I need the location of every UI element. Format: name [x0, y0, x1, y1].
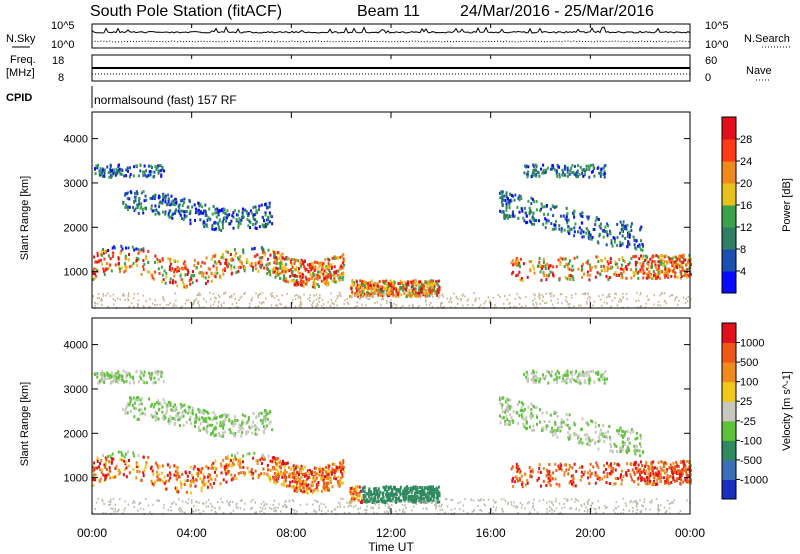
colorbar-label: Velocity [m s^-1]: [781, 371, 793, 451]
x-tick-label: 20:00: [575, 526, 605, 540]
colorbar-tick-label: -25: [740, 416, 756, 428]
colorbar-segment: [722, 161, 736, 184]
velocity-ylabel: Slant Range [km]: [19, 382, 31, 466]
colorbar-segment: [722, 420, 736, 441]
colorbar-tick-label: -100: [740, 435, 762, 447]
colorbar-tick-label: 25: [740, 396, 752, 408]
x-tick-label: 08:00: [276, 526, 306, 540]
cpid-text: normalsound (fast) 157 RF: [94, 93, 237, 107]
y-tick-label: 1000: [64, 267, 88, 279]
noise-left-tick-low: 10^0: [51, 39, 75, 51]
y-tick-label: 3000: [64, 384, 88, 396]
colorbar-segment: [722, 227, 736, 250]
colorbar-segment: [722, 440, 736, 461]
x-tick-label: 00:00: [77, 526, 107, 540]
colorbar-frame: [721, 322, 737, 500]
x-tick-label: 04:00: [177, 526, 207, 540]
colorbar-segment: [722, 459, 736, 480]
velocity-panel: Slant Range [km]: [19, 317, 692, 516]
freq-tick-low: 8: [58, 72, 64, 84]
cpid-label: CPID: [6, 92, 32, 104]
colorbar-tick-label: 100: [740, 377, 758, 389]
colorbar-tick-label: 20: [740, 178, 752, 190]
colorbar-tick-label: -1000: [740, 474, 768, 486]
x-tick-label: 12:00: [376, 526, 406, 540]
colorbar-tick-label: 16: [740, 200, 752, 212]
freq-unit: [MHz]: [6, 67, 35, 79]
freq-label: Freq.: [10, 54, 36, 66]
power-ylabel: Slant Range [km]: [19, 176, 31, 260]
colorbar-label: Power [dB]: [781, 178, 793, 232]
noise-right-tick-low: 10^0: [705, 39, 729, 51]
y-tick-label: 4000: [64, 340, 88, 352]
nsky-trace: [91, 25, 691, 34]
x-axis-label: Time UT: [368, 540, 414, 554]
date-range: 24/Mar/2016 - 25/Mar/2016: [460, 3, 654, 20]
colorbar-segment: [722, 381, 736, 402]
colorbar-segment: [722, 249, 736, 272]
colorbar-tick-label: 28: [740, 134, 752, 146]
beam-label: Beam 11: [357, 3, 420, 20]
colorbars: 4 8 12 16 20 24 28 Power [dB] 1000 500 100 25 -25 -10…: [721, 116, 793, 500]
nave-tick-high: 60: [705, 55, 717, 67]
colorbar-segment: [722, 183, 736, 206]
station-title: South Pole Station (fitACF): [90, 3, 282, 20]
colorbar-segment: [722, 479, 736, 500]
noise-left-tick-high: 10^5: [51, 20, 75, 32]
freq-tick-high: 18: [52, 55, 64, 67]
colorbar-segment: [722, 323, 736, 344]
colorbar-tick-label: 12: [740, 222, 752, 234]
colorbar-segment: [722, 342, 736, 363]
power-panel: Slant Range [km]: [19, 111, 692, 310]
colorbar-segment: [722, 139, 736, 162]
nsearch-label: N.Search: [744, 33, 790, 45]
colorbar-tick-label: -500: [740, 455, 762, 467]
colorbar-tick-label: 1000: [740, 338, 764, 350]
nave-label: Nave: [746, 65, 772, 77]
nave-tick-low: 0: [705, 72, 711, 84]
colorbar-tick-label: 8: [740, 244, 746, 256]
nsearch-trace: [91, 40, 691, 43]
colorbar-segment: [722, 205, 736, 228]
y-tick-label: 2000: [64, 428, 88, 440]
x-tick-label: 16:00: [476, 526, 506, 540]
colorbar-segment: [722, 362, 736, 383]
colorbar-segment: [722, 271, 736, 294]
colorbar-segment: [722, 401, 736, 422]
power-scatter: [92, 163, 692, 310]
noise-right-tick-high: 10^5: [705, 20, 729, 32]
y-tick-label: 4000: [64, 134, 88, 146]
colorbar-tick-label: 500: [740, 357, 758, 369]
colorbar-segment: [722, 117, 736, 140]
x-tick-label: 00:00: [675, 526, 705, 540]
nsky-label: N.Sky: [6, 33, 36, 45]
y-tick-label: 3000: [64, 178, 88, 190]
colorbar-tick-label: 4: [740, 266, 746, 278]
y-tick-label: 1000: [64, 473, 88, 485]
axis-ticks: 1000 2000 3000 4000 1000 2000 3000 4000 00:00 04:…: [64, 24, 705, 540]
colorbar-tick-label: 24: [740, 156, 752, 168]
velocity-scatter: [92, 369, 692, 516]
noise-traces: [91, 25, 691, 43]
y-tick-label: 2000: [64, 222, 88, 234]
